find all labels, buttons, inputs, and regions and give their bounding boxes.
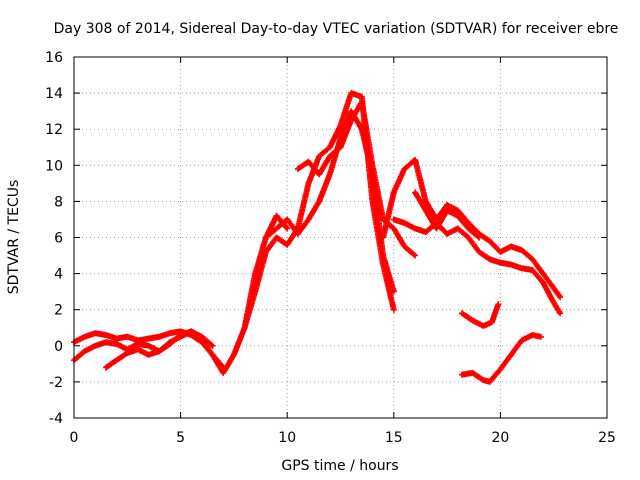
series-arc-j: [459, 301, 502, 329]
grid: [74, 57, 607, 418]
series-markers: [241, 90, 397, 331]
series-markers: [103, 328, 216, 371]
x-tick-label: 15: [385, 430, 403, 446]
y-tick-label: 14: [45, 86, 63, 102]
y-tick-label: 16: [45, 50, 63, 66]
series-markers: [294, 99, 419, 259]
y-tick-label: 10: [45, 158, 63, 174]
y-tick-label: -4: [49, 411, 63, 427]
axis-ticks: 0 5 10 15 20 25 -4 -2 0 2 4 6 8 10 12 14 16: [45, 50, 616, 446]
x-tick-label: 25: [598, 430, 616, 446]
series-arc-g: [380, 156, 564, 301]
y-axis-label: SDTVAR / TECUs: [6, 180, 22, 295]
y-tick-label: 4: [54, 267, 63, 283]
series-arc-f: [294, 99, 419, 259]
series-markers: [459, 301, 502, 329]
x-tick-label: 10: [278, 430, 296, 446]
series-arc-c: [103, 328, 216, 371]
series-arc-d: [241, 90, 397, 331]
plot-frame: [73, 56, 608, 419]
y-tick-label: 8: [54, 194, 63, 210]
y-tick-label: 12: [45, 122, 63, 138]
series-markers: [380, 156, 564, 301]
series-arc-k: [459, 332, 544, 385]
x-axis-label: GPS time / hours: [281, 458, 398, 474]
y-tick-label: 0: [54, 339, 63, 355]
series-markers: [459, 332, 544, 385]
y-tick-label: 2: [54, 303, 63, 319]
series-arc-i: [412, 189, 483, 241]
x-tick-label: 0: [70, 430, 79, 446]
x-tick-label: 5: [176, 430, 185, 446]
y-tick-label: 6: [54, 231, 63, 247]
x-tick-label: 20: [491, 430, 509, 446]
data-marks: [71, 90, 564, 385]
chart-title: Day 308 of 2014, Sidereal Day-to-day VTE…: [54, 21, 619, 37]
y-tick-label: -2: [49, 375, 63, 391]
series-markers: [412, 189, 483, 241]
